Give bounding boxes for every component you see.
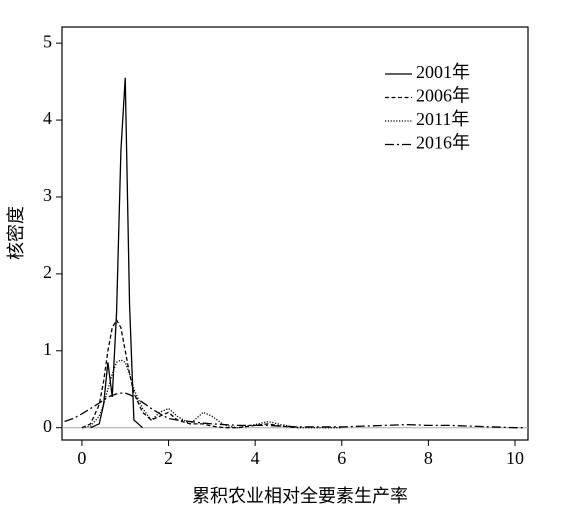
- y-axis-label: 核密度: [6, 206, 26, 260]
- x-tick-label: 0: [77, 448, 86, 468]
- x-axis-label: 累积农业相对全要素生产率: [192, 486, 408, 506]
- legend-label: 2016年: [416, 133, 470, 153]
- x-tick-label: 10: [506, 448, 524, 468]
- x-tick-label: 2: [164, 448, 173, 468]
- legend-label: 2001年: [416, 62, 470, 82]
- y-tick-label: 4: [43, 108, 52, 128]
- y-tick-label: 5: [43, 31, 52, 51]
- legend-label: 2006年: [416, 86, 470, 106]
- y-tick-label: 0: [43, 416, 52, 436]
- density-line: [81, 359, 342, 429]
- y-tick-label: 2: [43, 262, 52, 282]
- density-line: [64, 392, 524, 429]
- density-line: [90, 77, 143, 429]
- x-tick-label: 4: [251, 448, 260, 468]
- legend-label: 2011年: [416, 109, 469, 129]
- density-line: [81, 318, 299, 429]
- x-tick-label: 6: [337, 448, 346, 468]
- y-tick-label: 1: [43, 339, 52, 359]
- x-tick-label: 8: [424, 448, 433, 468]
- y-tick-label: 3: [43, 185, 52, 205]
- plot-frame: [61, 26, 529, 441]
